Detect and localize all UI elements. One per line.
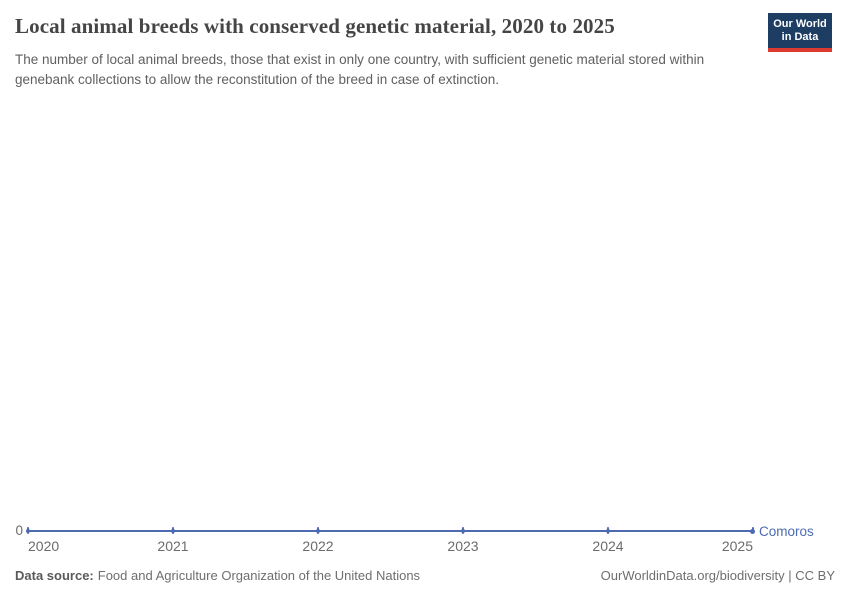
data-point-2022 <box>316 529 320 533</box>
data-point-2021 <box>171 529 175 533</box>
x-tick-label-2024: 2024 <box>592 538 624 554</box>
series-line-comoros[interactable] <box>28 530 753 532</box>
x-tick-label-2023: 2023 <box>447 538 479 554</box>
entity-label-comoros[interactable]: Comoros <box>759 524 814 539</box>
chart-title: Local animal breeds with conserved genet… <box>15 14 615 38</box>
owid-logo[interactable]: Our World in Data <box>768 13 832 52</box>
y-axis-zero-label: 0 <box>15 523 23 538</box>
attribution-link[interactable]: OurWorldinData.org/biodiversity | CC BY <box>600 568 835 583</box>
x-tick-label-2020: 2020 <box>28 538 60 554</box>
data-point-2025 <box>750 528 755 534</box>
chart-subtitle: The number of local animal breeds, those… <box>15 52 705 87</box>
owid-logo-line2: in Data <box>781 31 819 43</box>
x-tick-label-2022: 2022 <box>302 538 334 554</box>
data-source-value: Food and Agriculture Organization of the… <box>97 568 421 583</box>
data-point-2023 <box>461 529 465 533</box>
x-tick-label-2021: 2021 <box>157 538 189 554</box>
chart-footer: Data source: Food and Agriculture Organiz… <box>15 568 835 584</box>
x-tick-label-2025: 2025 <box>721 538 753 554</box>
data-source-label: Data source: <box>15 568 94 583</box>
owid-logo-line1: Our World <box>773 18 827 30</box>
data-point-2024 <box>606 529 610 533</box>
data-source-note: Data source: Food and Agriculture Organiz… <box>15 568 420 584</box>
data-point-2020 <box>26 529 30 533</box>
